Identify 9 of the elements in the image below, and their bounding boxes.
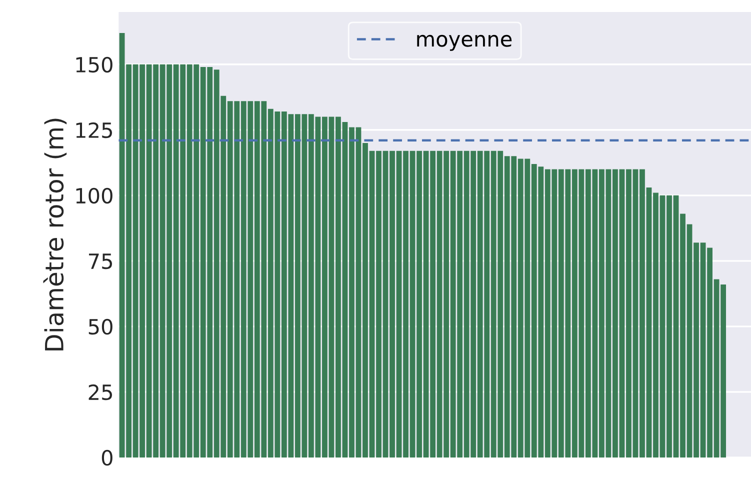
- legend-label: moyenne: [417, 34, 512, 51]
- y-axis-title: Diamètre rotor (m): [43, 118, 67, 350]
- y-tick-label: 100: [76, 188, 112, 204]
- y-tick-label: 75: [88, 254, 112, 270]
- y-tick-label: 0: [102, 450, 112, 466]
- y-tick-label: 50: [88, 318, 112, 335]
- y-tick-label: 150: [76, 56, 112, 73]
- y-tick-label: 125: [76, 122, 112, 138]
- y-tick-label: 25: [88, 384, 112, 400]
